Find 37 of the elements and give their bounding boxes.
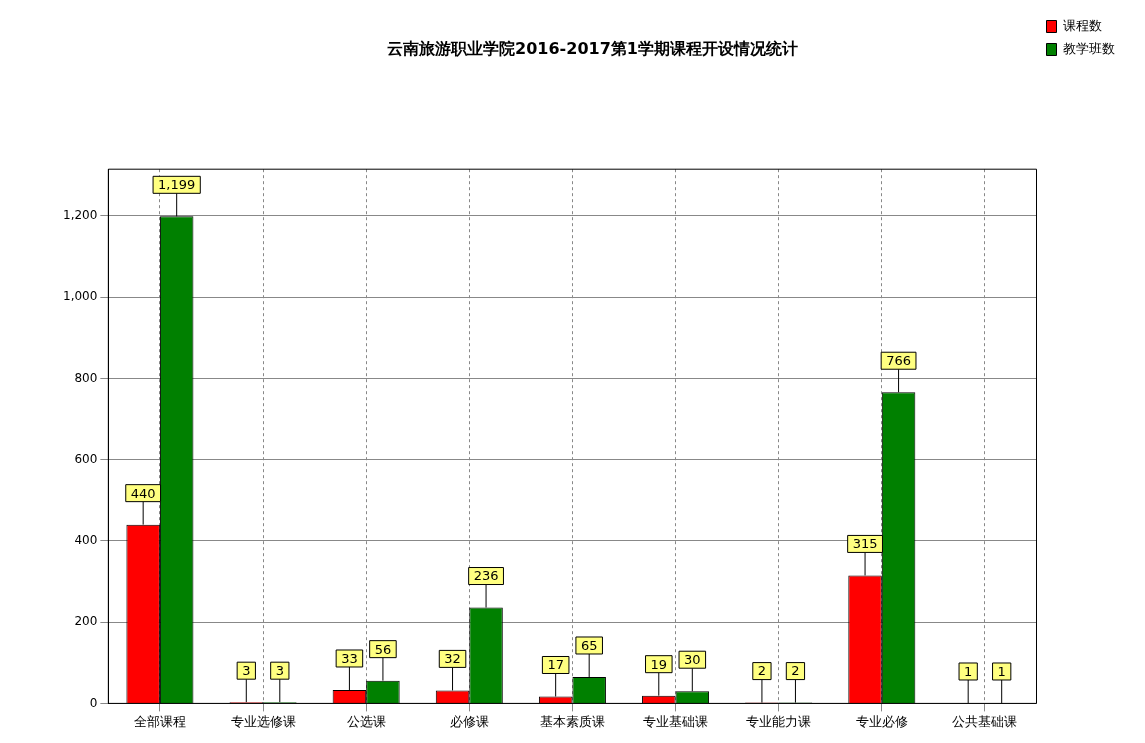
data-label: 440 (130, 485, 156, 501)
data-label: 2 (791, 663, 800, 679)
legend-label: 课程数 (1063, 17, 1102, 33)
x-tick-label: 专业基础课 (643, 713, 709, 729)
y-tick-label: 800 (74, 370, 98, 385)
legend-label: 教学班数 (1063, 40, 1115, 56)
data-label: 65 (580, 637, 598, 653)
data-label: 236 (473, 568, 499, 584)
data-label: 2 (757, 663, 767, 679)
x-tick-label: 公共基础课 (952, 713, 1018, 729)
data-label: 56 (374, 641, 392, 657)
y-tick-label: 1,200 (62, 208, 98, 223)
data-label: 1 (997, 663, 1006, 679)
y-tick-label: 400 (74, 533, 98, 548)
data-label: 766 (886, 353, 911, 369)
x-tick-label: 专业能力课 (746, 713, 812, 729)
data-label: 1,199 (158, 177, 196, 193)
x-tick-label: 必修课 (449, 713, 489, 729)
data-label: 3 (275, 663, 284, 679)
data-label: 17 (547, 657, 564, 673)
data-label: 1 (964, 663, 973, 679)
x-tick-label: 全部课程 (133, 713, 186, 729)
data-label: 3 (242, 663, 251, 679)
y-tick-label: 0 (89, 695, 98, 710)
x-tick-label: 专业必修 (855, 713, 908, 729)
x-tick-label: 公选课 (346, 713, 386, 729)
data-label: 33 (341, 650, 358, 666)
x-tick-label: 专业选修课 (230, 713, 296, 729)
data-label: 32 (444, 651, 461, 667)
y-tick-label: 1,000 (62, 289, 98, 304)
chart-title: 云南旅游职业学院2016-2017第1学期课程开设情况统计 (387, 38, 798, 58)
data-label: 315 (852, 536, 878, 552)
data-label: 19 (650, 656, 668, 672)
y-tick-label: 600 (74, 451, 98, 466)
data-label: 30 (684, 652, 701, 668)
y-tick-label: 200 (74, 614, 98, 629)
x-tick-label: 基本素质课 (539, 713, 605, 729)
